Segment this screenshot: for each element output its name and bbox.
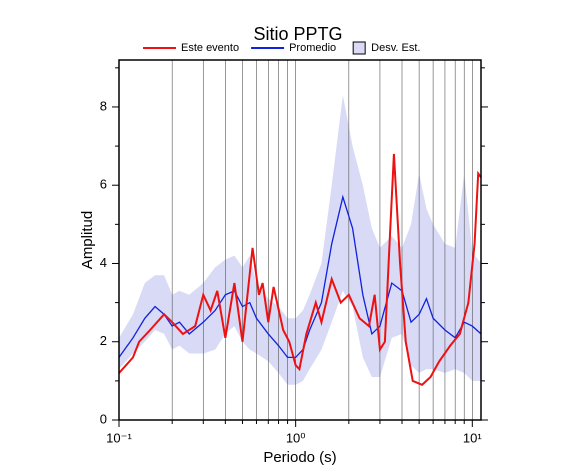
x-axis-label: Periodo (s) [263,449,336,466]
y-tick-label: 8 [100,98,107,113]
std-band [119,95,481,385]
series-line [118,153,482,386]
legend-swatch [352,41,366,55]
y-tick-label: 0 [100,411,107,426]
plot-frame [118,59,482,421]
legend-label: Desv. Est. [371,42,420,54]
legend-label: Este evento [181,42,239,54]
x-tick-label: 10⁰ [286,430,306,445]
chart-title: Sitio PPTG [253,24,342,44]
y-tick-label: 6 [100,177,107,192]
y-tick-label: 2 [100,333,107,348]
y-tick-label: 4 [100,255,107,270]
legend-label: Promedio [289,42,336,54]
x-tick-label: 10¹ [463,430,482,445]
y-axis-label: Amplitud [79,211,96,269]
x-tick-label: 10⁻¹ [106,430,132,445]
